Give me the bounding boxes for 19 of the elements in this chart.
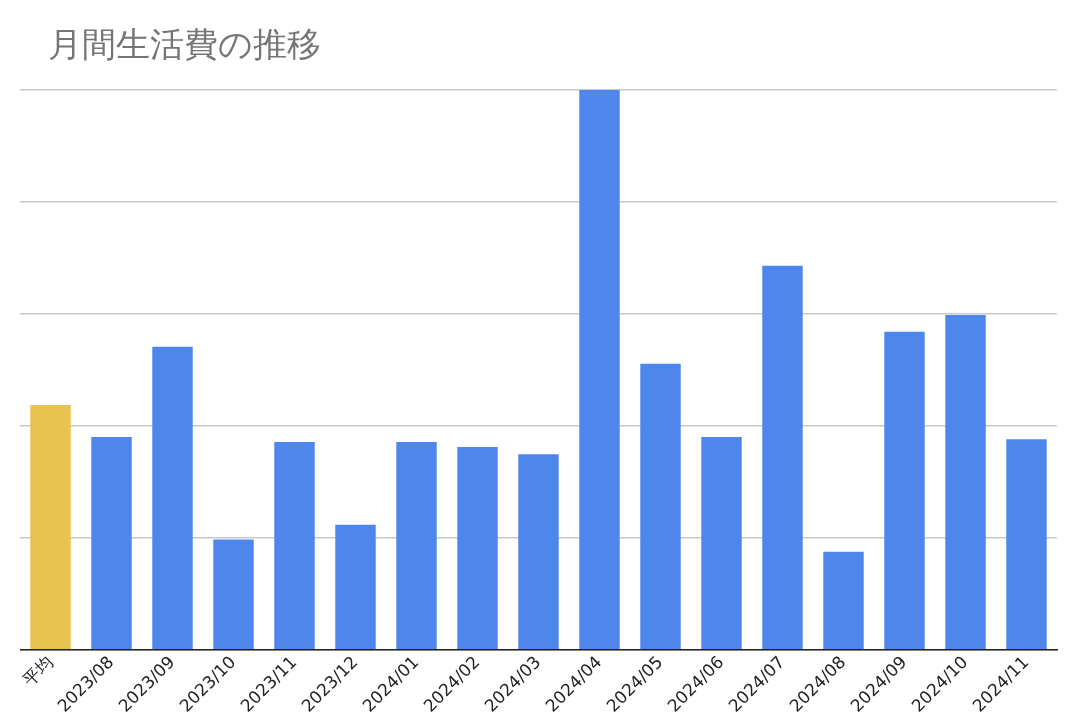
bar: [30, 405, 71, 649]
bar: [945, 314, 986, 649]
bar: [640, 363, 681, 649]
bar: [762, 265, 803, 649]
bar: [579, 90, 620, 649]
bar: [1006, 439, 1047, 649]
bar: [518, 454, 559, 649]
bar: [457, 447, 498, 649]
bar: [335, 524, 376, 649]
bar: [396, 442, 437, 649]
bar: [274, 442, 315, 649]
chart-title: 月間生活費の推移: [48, 23, 321, 66]
bar: [823, 551, 864, 649]
x-tick-label: 平均: [18, 651, 57, 690]
bar: [701, 436, 742, 649]
bar: [213, 539, 254, 649]
bar: [884, 331, 925, 649]
bar: [152, 346, 193, 649]
bar: [91, 436, 132, 649]
